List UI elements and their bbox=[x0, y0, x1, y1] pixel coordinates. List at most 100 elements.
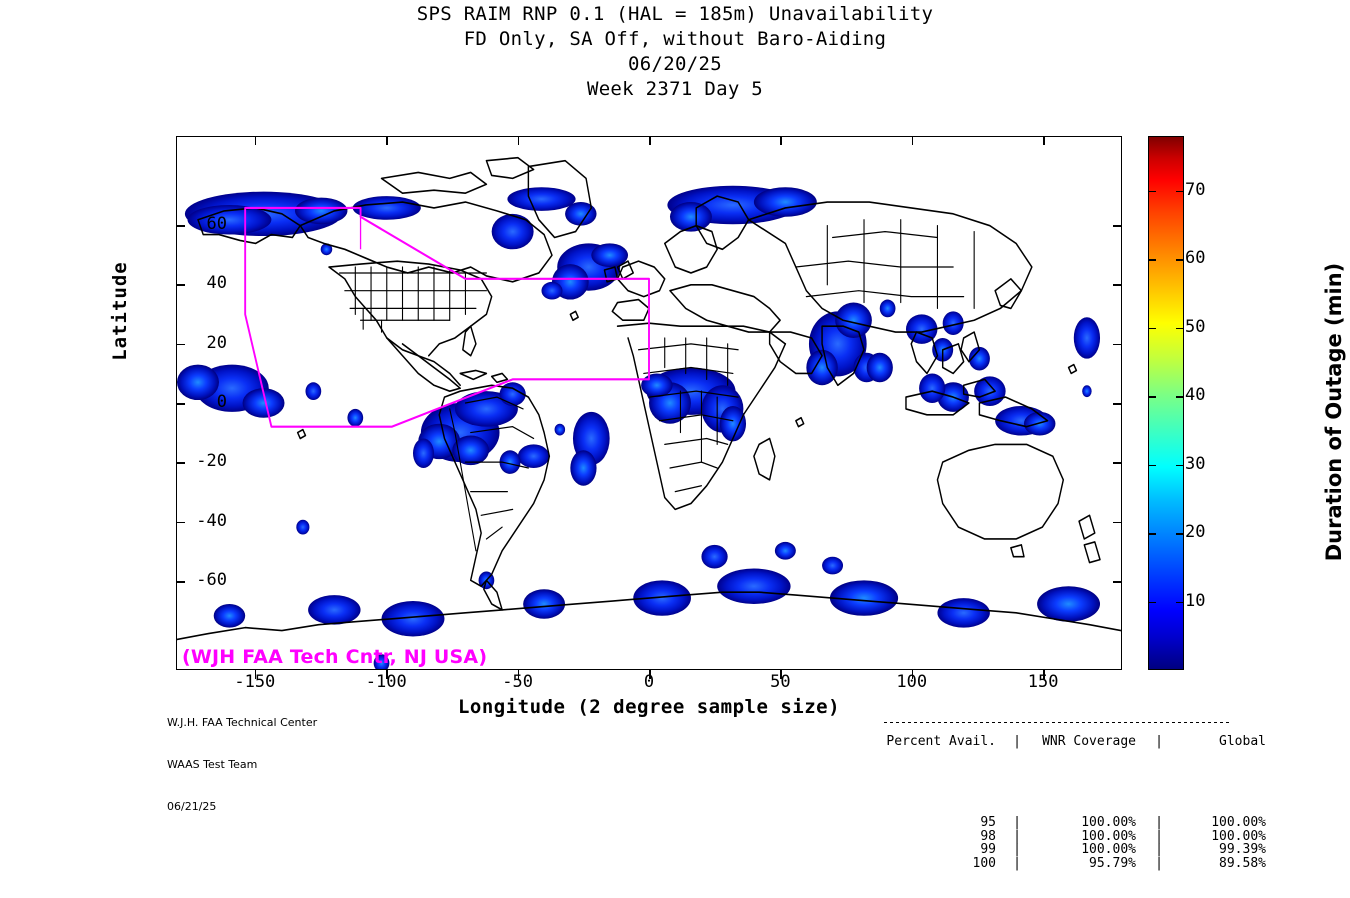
x-tick-mark bbox=[386, 136, 388, 145]
y-tick-mark bbox=[176, 521, 185, 524]
x-tick-mark bbox=[780, 136, 782, 145]
stats-cell-sep: | bbox=[1013, 828, 1021, 844]
stats-cell-global: 100.00% bbox=[1211, 815, 1266, 830]
world-map-svg bbox=[177, 156, 1121, 669]
y-tick-mark bbox=[176, 225, 185, 227]
stats-cell-sep: | bbox=[1013, 815, 1021, 830]
colorbar-tick-mark bbox=[1176, 190, 1184, 193]
credit-line-2: WAAS Test Team bbox=[167, 758, 258, 771]
y-tick-label: -40 bbox=[196, 510, 227, 531]
y-tick-label: 0 bbox=[216, 392, 227, 412]
y-tick-mark bbox=[1113, 581, 1122, 583]
x-tick-mark bbox=[780, 670, 782, 679]
x-tick-mark bbox=[517, 670, 520, 679]
colorbar-tick-mark bbox=[1176, 396, 1184, 398]
stats-header-divider bbox=[884, 722, 1229, 723]
colorbar-gradient bbox=[1149, 137, 1183, 669]
colorbar-tick-label: 70 bbox=[1185, 179, 1206, 200]
colorbar-tick-mark bbox=[1148, 190, 1156, 193]
colorbar-label: Duration of Outage (min) bbox=[1322, 262, 1346, 562]
x-tick-label: 0 bbox=[643, 672, 655, 692]
colorbar bbox=[1148, 136, 1184, 670]
colorbar-tick-label: 40 bbox=[1185, 385, 1206, 406]
colorbar-tick-mark bbox=[1176, 533, 1184, 535]
y-tick-mark bbox=[176, 462, 185, 464]
figure-title-block: SPS RAIM RNP 0.1 (HAL = 185m) Unavailabi… bbox=[0, 2, 1350, 102]
x-tick-mark bbox=[386, 670, 388, 679]
colorbar-tick-label: 50 bbox=[1185, 316, 1206, 337]
stats-cell-global: 99.39% bbox=[1219, 842, 1266, 857]
y-tick-mark bbox=[176, 581, 185, 583]
x-tick-label: -100 bbox=[365, 672, 407, 692]
y-tick-mark bbox=[1113, 462, 1122, 464]
stats-cell-sep: | bbox=[1155, 842, 1163, 857]
colorbar-tick-label: 10 bbox=[1185, 590, 1206, 611]
y-tick-mark bbox=[1113, 403, 1122, 405]
x-tick-mark bbox=[911, 670, 914, 679]
y-tick-mark bbox=[176, 343, 185, 346]
statistics-header-row: Percent Avail. | WNR Coverage | Global bbox=[884, 708, 1266, 789]
colorbar-tick-label: 60 bbox=[1185, 248, 1206, 269]
stats-cell-sep: | bbox=[1013, 855, 1021, 871]
watermark-text: (WJH FAA Tech Cntr, NJ USA) bbox=[182, 646, 488, 668]
x-tick-mark bbox=[254, 136, 257, 145]
stats-cell-sep: | bbox=[1155, 828, 1163, 844]
statistics-table: Percent Avail. | WNR Coverage | Global 9… bbox=[884, 681, 1266, 897]
y-tick-mark bbox=[1113, 284, 1122, 286]
colorbar-tick-mark bbox=[1148, 601, 1156, 604]
credit-line-3: 06/21/25 bbox=[167, 800, 217, 813]
title-line-4: Week 2371 Day 5 bbox=[586, 78, 764, 100]
y-tick-mark bbox=[176, 284, 185, 286]
stats-cell-global: 89.58% bbox=[1219, 855, 1266, 871]
x-tick-label: 100 bbox=[896, 672, 928, 692]
x-tick-label: 150 bbox=[1027, 672, 1059, 692]
stats-cell-wnr: 100.00% bbox=[1081, 842, 1136, 857]
stats-cell-avail: 98 bbox=[980, 828, 996, 844]
x-axis-label: Longitude (2 degree sample size) bbox=[457, 696, 841, 718]
stats-cell-sep: | bbox=[1155, 815, 1163, 830]
colorbar-tick-mark bbox=[1148, 327, 1156, 330]
coastline-layer bbox=[177, 156, 1121, 641]
stats-header-wnr: WNR Coverage bbox=[1042, 734, 1136, 749]
stats-row: 95 | 100.00% | 100.00% bbox=[884, 816, 1266, 830]
y-tick-mark bbox=[1113, 521, 1122, 524]
stats-cell-sep: | bbox=[1013, 842, 1021, 857]
stats-cell-avail: 100 bbox=[972, 855, 996, 871]
wnr-boundary-polygon bbox=[244, 206, 650, 428]
statistics-body: 95 | 100.00% | 100.00% 98 | 100.00% | 100.00% 99 | 1… bbox=[884, 816, 1266, 870]
x-tick-mark bbox=[1043, 136, 1045, 145]
y-tick-mark bbox=[1113, 343, 1122, 346]
colorbar-tick-mark bbox=[1176, 259, 1184, 261]
stats-row: 99 | 100.00% | 99.39% bbox=[884, 843, 1266, 857]
stats-header-avail: Percent Avail. bbox=[886, 734, 996, 749]
y-tick-label: -60 bbox=[196, 570, 227, 590]
stats-header-global: Global bbox=[1219, 734, 1266, 749]
colorbar-tick-mark bbox=[1176, 601, 1184, 604]
colorbar-tick-mark bbox=[1176, 464, 1184, 467]
colorbar-tick-label: 30 bbox=[1185, 453, 1206, 474]
x-tick-label: -50 bbox=[502, 672, 533, 692]
y-tick-mark bbox=[176, 403, 185, 405]
credit-line-1: W.J.H. FAA Technical Center bbox=[167, 716, 318, 729]
stats-header-sep-1: | bbox=[1013, 734, 1021, 749]
y-axis-label: Latitude bbox=[109, 261, 131, 361]
stats-cell-wnr: 100.00% bbox=[1081, 828, 1136, 844]
y-tick-mark bbox=[1113, 225, 1122, 227]
title-line-3: 06/20/25 bbox=[628, 53, 722, 75]
title-line-2: FD Only, SA Off, without Baro-Aiding bbox=[463, 28, 887, 50]
stats-cell-sep: | bbox=[1155, 855, 1163, 871]
raim-availability-figure: SPS RAIM RNP 0.1 (HAL = 185m) Unavailabi… bbox=[0, 2, 1350, 870]
credit-block: W.J.H. FAA Technical Center WAAS Test Te… bbox=[167, 688, 317, 842]
stats-row: 98 | 100.00% | 100.00% bbox=[884, 828, 1266, 844]
stats-header-sep-2: | bbox=[1155, 734, 1163, 749]
stats-cell-avail: 99 bbox=[980, 842, 996, 857]
stats-cell-wnr: 100.00% bbox=[1081, 815, 1136, 830]
stats-cell-wnr: 95.79% bbox=[1089, 855, 1136, 871]
world-map-plot-area bbox=[176, 136, 1122, 670]
x-tick-mark bbox=[649, 670, 651, 679]
stats-row: 100 | 95.79% | 89.58% bbox=[884, 855, 1266, 871]
y-tick-label: 20 bbox=[206, 332, 227, 353]
colorbar-tick-mark bbox=[1148, 259, 1156, 261]
y-tick-label: 60 bbox=[206, 214, 227, 234]
x-tick-mark bbox=[254, 670, 257, 679]
